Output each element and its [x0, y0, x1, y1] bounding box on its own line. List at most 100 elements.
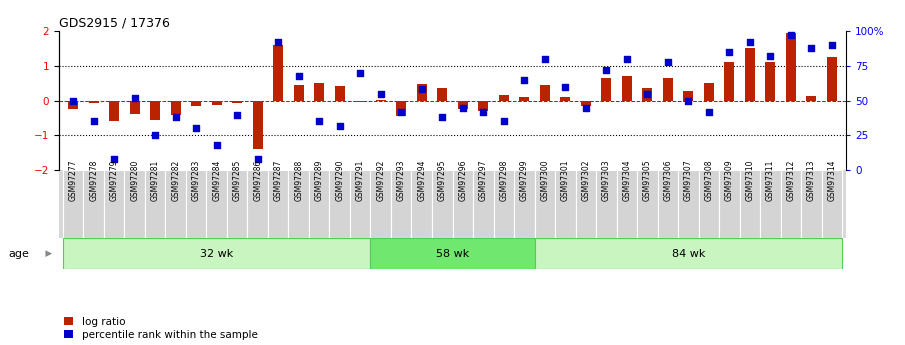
Bar	[110, 101, 119, 121]
Point	[599, 67, 614, 73]
Bar	[150, 101, 160, 120]
Bar	[227, 170, 247, 238]
Point	[620, 56, 634, 62]
Text: GSM97288: GSM97288	[294, 159, 303, 201]
Bar	[683, 91, 693, 101]
Text: GSM97303: GSM97303	[602, 159, 611, 201]
Bar	[801, 170, 822, 238]
Bar	[473, 170, 493, 238]
Text: GSM97306: GSM97306	[663, 159, 672, 201]
Bar	[232, 101, 243, 104]
Text: GSM97283: GSM97283	[192, 159, 201, 201]
Point	[353, 70, 367, 76]
Bar	[293, 85, 304, 101]
Bar	[63, 170, 83, 238]
Text: GSM97279: GSM97279	[110, 159, 119, 201]
Text: GSM97278: GSM97278	[90, 159, 98, 201]
Point	[743, 39, 757, 45]
Bar	[68, 101, 79, 109]
Point	[661, 59, 675, 65]
Bar	[145, 170, 166, 238]
Point	[168, 115, 183, 120]
Bar	[499, 96, 509, 101]
Point	[701, 109, 716, 115]
Bar	[535, 170, 555, 238]
Bar	[539, 85, 550, 101]
Bar	[376, 100, 386, 101]
Bar	[699, 170, 719, 238]
Bar	[166, 170, 186, 238]
Text: GSM97310: GSM97310	[746, 159, 754, 201]
Bar	[658, 170, 678, 238]
Point	[251, 156, 265, 162]
Point	[66, 98, 81, 104]
Bar	[355, 101, 366, 102]
Bar	[596, 170, 616, 238]
Text: GSM97307: GSM97307	[684, 159, 693, 201]
Bar	[206, 170, 227, 238]
Text: GSM97300: GSM97300	[540, 159, 549, 201]
Point	[640, 91, 654, 96]
Bar	[268, 170, 289, 238]
Bar	[478, 101, 489, 111]
Bar	[432, 170, 452, 238]
Text: GSM97287: GSM97287	[273, 159, 282, 201]
Point	[722, 49, 737, 55]
Text: 32 wk: 32 wk	[200, 249, 233, 259]
Point	[291, 73, 306, 78]
Text: GSM97296: GSM97296	[458, 159, 467, 201]
Bar	[678, 170, 699, 238]
Bar	[104, 170, 125, 238]
Text: GSM97286: GSM97286	[253, 159, 262, 201]
Bar	[458, 101, 468, 109]
Bar	[63, 238, 370, 269]
Bar	[745, 48, 755, 101]
Bar	[186, 170, 206, 238]
Point	[209, 142, 224, 148]
Bar	[704, 83, 714, 101]
Text: GSM97309: GSM97309	[725, 159, 734, 201]
Text: GSM97291: GSM97291	[356, 159, 365, 201]
Point	[230, 112, 244, 117]
Text: GSM97299: GSM97299	[519, 159, 529, 201]
Text: GSM97280: GSM97280	[130, 159, 139, 201]
Text: GSM97302: GSM97302	[581, 159, 590, 201]
Bar	[560, 97, 570, 101]
Point	[763, 53, 777, 59]
Bar	[370, 170, 391, 238]
Bar	[370, 238, 535, 269]
Bar	[616, 170, 637, 238]
Bar	[350, 170, 370, 238]
Point	[107, 156, 121, 162]
Bar	[780, 170, 801, 238]
Point	[312, 119, 327, 124]
Point	[538, 56, 552, 62]
Bar	[170, 101, 181, 115]
Point	[414, 87, 429, 92]
Bar	[89, 101, 99, 104]
Bar	[191, 101, 201, 106]
Point	[189, 126, 204, 131]
Bar	[822, 170, 842, 238]
Bar	[719, 170, 739, 238]
Text: GSM97295: GSM97295	[438, 159, 447, 201]
Bar	[581, 101, 591, 106]
Text: GSM97281: GSM97281	[151, 159, 159, 201]
Text: GSM97292: GSM97292	[376, 159, 386, 201]
Point	[578, 105, 593, 110]
Bar	[309, 170, 329, 238]
Text: GSM97297: GSM97297	[479, 159, 488, 201]
Text: GSM97293: GSM97293	[396, 159, 405, 201]
Bar	[760, 170, 780, 238]
Bar	[535, 238, 842, 269]
Text: GSM97282: GSM97282	[171, 159, 180, 201]
Bar	[662, 78, 673, 101]
Text: age: age	[8, 249, 29, 259]
Bar	[826, 57, 837, 101]
Bar	[212, 101, 222, 105]
Point	[476, 109, 491, 115]
Bar	[806, 97, 816, 101]
Bar	[724, 62, 735, 101]
Bar	[643, 88, 653, 101]
Bar	[252, 101, 262, 149]
